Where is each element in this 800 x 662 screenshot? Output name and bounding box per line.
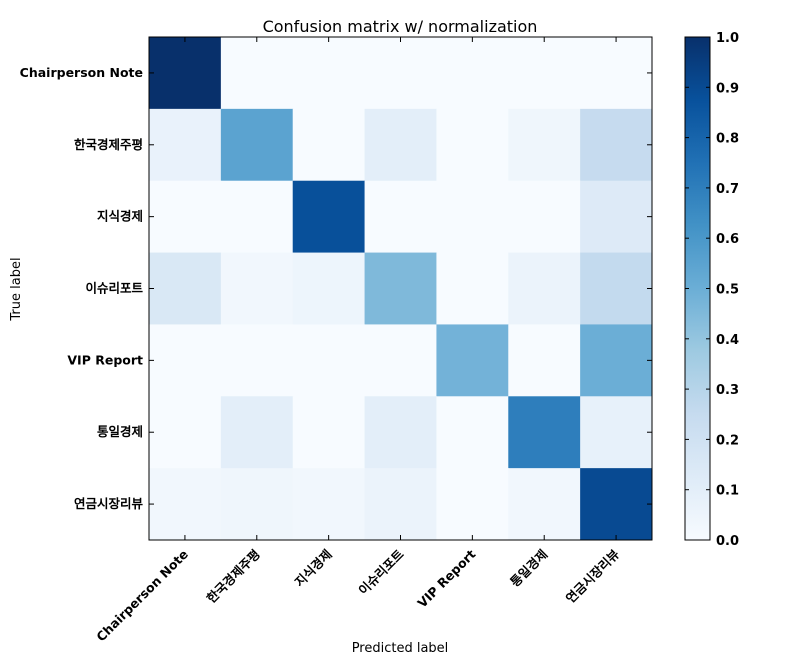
- heatmap-cell-r3-c3: [364, 252, 437, 325]
- colorbar-tick-label: 0.9: [716, 81, 739, 96]
- heatmap-cell-r4-c5: [508, 324, 581, 397]
- colorbar-tick-label: 0.8: [716, 132, 739, 147]
- heatmap-cell-r2-c3: [364, 180, 437, 254]
- colorbar-tick-label: 0.1: [716, 484, 739, 499]
- heatmap-cell-r3-c4: [436, 252, 509, 325]
- heatmap-cells: [149, 37, 653, 541]
- heatmap-cell-r0-c2: [292, 37, 366, 110]
- heatmap-cell-r5-c1: [220, 396, 294, 469]
- heatmap-cell-r3-c6: [580, 252, 653, 325]
- heatmap-cell-r0-c0: [149, 37, 222, 110]
- heatmap-cell-r0-c5: [508, 37, 581, 110]
- y-tick-label: 연금시장리뷰: [74, 496, 144, 511]
- heatmap-cell-r2-c6: [580, 180, 653, 254]
- heatmap-cell-r5-c4: [436, 396, 509, 469]
- heatmap-cell-r3-c5: [508, 252, 581, 325]
- colorbar-tick-label: 0.3: [716, 383, 739, 398]
- y-tick-label: 이슈리포트: [85, 281, 143, 296]
- heatmap-cell-r3-c1: [220, 252, 294, 325]
- heatmap-cell-r5-c0: [149, 396, 222, 469]
- heatmap-cell-r0-c6: [580, 37, 653, 110]
- y-tick-label: 한국경제주평: [74, 137, 143, 152]
- heatmap-cell-r6-c3: [364, 468, 437, 541]
- x-tick-label: Chairperson Note: [93, 547, 191, 645]
- heatmap-cell-r3-c0: [149, 252, 222, 325]
- x-axis-title: Predicted label: [352, 641, 449, 656]
- heatmap-cell-r2-c0: [149, 180, 222, 254]
- y-tick-label: 지식경제: [97, 209, 143, 224]
- heatmap-cell-r6-c4: [436, 468, 509, 541]
- colorbar-tick-label: 0.5: [716, 283, 739, 298]
- heatmap-cell-r4-c1: [220, 324, 294, 397]
- heatmap-cell-r0-c4: [436, 37, 509, 110]
- heatmap-cell-r5-c2: [292, 396, 366, 469]
- y-axis-title: True label: [9, 257, 24, 321]
- x-tick-label: 통일경제: [507, 547, 550, 590]
- heatmap-cell-r0-c1: [220, 37, 294, 110]
- heatmap-cell-r1-c0: [149, 108, 222, 182]
- heatmap-cell-r5-c5: [508, 396, 581, 469]
- heatmap-cell-r5-c3: [364, 396, 437, 469]
- heatmap-cell-r4-c4: [436, 324, 509, 397]
- y-tick-label: 통일경제: [97, 424, 143, 439]
- heatmap-cell-r3-c2: [292, 252, 366, 325]
- colorbar-tick-label: 0.2: [716, 433, 739, 448]
- heatmap-cell-r1-c6: [580, 108, 653, 182]
- x-tick-label: 지식경제: [292, 547, 335, 590]
- heatmap-cell-r6-c5: [508, 468, 581, 541]
- colorbar-ticks: 0.0 0.1 0.2 0.3 0.4 0.5 0.6 0.7 0.8 0.9 1.0: [685, 31, 739, 549]
- colorbar-tick-label: 0.6: [716, 232, 739, 247]
- heatmap-cell-r4-c6: [580, 324, 653, 397]
- axis-ticks: [149, 37, 652, 540]
- chart-title: Confusion matrix w/ normalization: [263, 17, 538, 36]
- heatmap-cell-r6-c1: [220, 468, 294, 541]
- heatmap-cell-r6-c6: [580, 468, 653, 541]
- colorbar: [684, 36, 711, 541]
- heatmap-cell-r2-c2: [292, 180, 366, 254]
- x-tick-label: VIP Report: [414, 547, 478, 611]
- heatmap-cell-r1-c2: [292, 108, 366, 182]
- heatmap-cell-r1-c1: [220, 108, 294, 182]
- heatmap-cell-r1-c4: [436, 108, 509, 182]
- colorbar-tick-label: 0.7: [716, 182, 739, 197]
- colorbar-tick-label: 1.0: [716, 31, 739, 46]
- heatmap-cell-r1-c3: [364, 108, 437, 182]
- heatmap-cell-r4-c2: [292, 324, 366, 397]
- heatmap-cell-r6-c2: [292, 468, 366, 541]
- heatmap-cell-r4-c3: [364, 324, 437, 397]
- heatmap-cell-r6-c0: [149, 468, 222, 541]
- plot-frame: [148, 36, 653, 541]
- heatmap-cell-r2-c4: [436, 180, 509, 254]
- x-tick-label: 이슈리포트: [355, 546, 407, 598]
- heatmap-cell-r2-c1: [220, 180, 294, 254]
- heatmap-cell-r1-c5: [508, 108, 581, 182]
- heatmap-cell-r4-c0: [149, 324, 222, 397]
- x-tick-label: 한국경제주평: [203, 547, 262, 606]
- heatmap-cell-r5-c6: [580, 396, 653, 469]
- heatmap-cell-r0-c3: [364, 37, 437, 110]
- y-tick-label: Chairperson Note: [20, 65, 143, 80]
- colorbar-tick-label: 0.4: [716, 333, 739, 348]
- y-tick-label: VIP Report: [67, 352, 143, 367]
- colorbar-tick-label: 0.0: [716, 534, 739, 549]
- x-tick-label: 연금시장리뷰: [563, 546, 623, 606]
- x-tick-labels: Chairperson Note 한국경제주평 지식경제 이슈리포트 VIP Repor…: [93, 546, 622, 644]
- heatmap-cell-r2-c5: [508, 180, 581, 254]
